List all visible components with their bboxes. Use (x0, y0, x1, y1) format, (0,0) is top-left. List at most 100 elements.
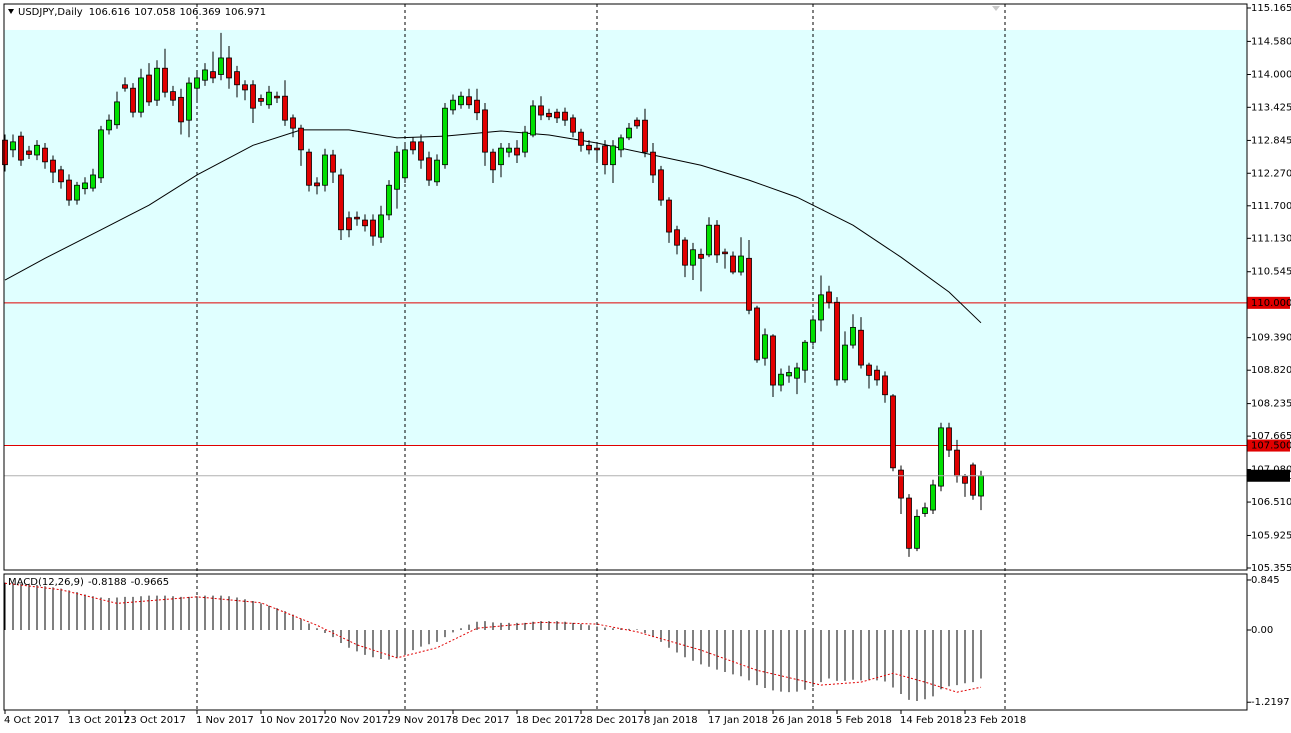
candle-body (458, 95, 464, 106)
candle-body (378, 214, 384, 238)
candle-body (818, 294, 824, 321)
candle-body (762, 334, 768, 359)
candle-body (194, 77, 200, 89)
candle-body (402, 149, 408, 179)
period-separators (196, 4, 1006, 710)
y-tick-label: 109.390 (1251, 333, 1291, 344)
candle-body (146, 74, 152, 103)
candle-body (706, 224, 712, 256)
candle-body (842, 344, 848, 381)
candle-body (570, 117, 576, 133)
candle-body (362, 219, 368, 227)
price-line-label: 110.000 (1251, 298, 1291, 309)
candle-body (442, 107, 448, 166)
header-low: 106.369 (179, 7, 220, 18)
x-tick-label: 18 Dec 2017 (516, 715, 580, 726)
x-tick-label: 17 Jan 2018 (708, 715, 768, 726)
candle-body (538, 105, 544, 116)
price-zone (4, 29, 1247, 446)
candle-body (42, 147, 48, 163)
candle-body (898, 469, 904, 499)
candle-body (514, 147, 520, 156)
price-line-label-bg (1247, 439, 1290, 452)
macd-panel-border (3, 573, 1248, 711)
current-price-label-bg (1247, 469, 1290, 482)
candle-body (274, 95, 280, 99)
candle-body (962, 475, 968, 484)
candle-body (770, 335, 776, 386)
candle-body (554, 111, 560, 119)
plot-layer: 115.165 114.580 114.000 113.425 112.845 112.2… (2, 3, 1291, 726)
y-tick-label: 112.270 (1251, 168, 1291, 179)
candle-body (970, 464, 976, 496)
x-tick-label: 4 Oct 2017 (4, 715, 59, 726)
x-tick-label: 23 Feb 2018 (964, 715, 1026, 726)
x-tick-label: 1 Nov 2017 (196, 715, 254, 726)
header-open: 106.616 (89, 7, 130, 18)
candle-body (826, 291, 832, 303)
y-tick-label: 108.235 (1251, 399, 1291, 410)
candle-body (26, 150, 32, 155)
symbol: USDJPY,Daily (18, 7, 83, 18)
candle-body (226, 57, 232, 79)
candle-body (306, 151, 312, 186)
candle-body (650, 151, 656, 176)
candle-body (2, 139, 8, 166)
y-tick-label: 105.355 (1251, 563, 1291, 574)
candle-body (474, 99, 480, 114)
candle-body (890, 395, 896, 469)
price-line-label-bg (1247, 296, 1290, 309)
candle-body (690, 249, 696, 266)
scroll-marker (992, 6, 1000, 11)
candle-body (314, 182, 320, 187)
candle-body (498, 147, 504, 166)
menu-triangle (8, 9, 14, 14)
candle-body (642, 119, 648, 153)
candle-body (346, 217, 352, 231)
candle-body (330, 154, 336, 173)
candle-body (562, 111, 568, 121)
candle-body (578, 131, 584, 146)
price-line-label: 107.500 (1251, 441, 1291, 452)
current-price-label: 106.971 (1251, 471, 1291, 482)
x-tick-label: 13 Oct 2017 (68, 715, 130, 726)
candle-body (282, 95, 288, 121)
candle-body (594, 147, 600, 151)
candle-body (98, 129, 104, 179)
candle-body (802, 341, 808, 371)
candle-body (466, 96, 472, 106)
chart-header: USDJPY,Daily 106.616 107.058 106.369 106.971 (18, 7, 266, 18)
candle-body (882, 375, 888, 396)
x-tick-label: 10 Nov 2017 (260, 715, 324, 726)
y-tick-label: -1.2197 (1251, 697, 1290, 708)
candle-body (242, 84, 248, 91)
candle-body (930, 484, 936, 511)
x-tick-label: 26 Jan 2018 (772, 715, 832, 726)
x-tick-label: 5 Feb 2018 (836, 715, 892, 726)
candle-body (66, 179, 72, 201)
y-tick-label: 0.00 (1251, 625, 1273, 636)
candle-body (610, 145, 616, 166)
y-tick-label: 114.000 (1251, 70, 1291, 81)
candle-body (410, 141, 416, 151)
candle-body (490, 151, 496, 171)
candle-body (906, 497, 912, 549)
candle-body (170, 91, 176, 101)
candle-body (754, 307, 760, 361)
candle-body (234, 71, 240, 86)
y-tick-label: 110.545 (1251, 267, 1291, 278)
signal-value: -0.9665 (131, 577, 170, 588)
candle-body (914, 515, 920, 549)
x-tick-label: 29 Nov 2017 (388, 715, 452, 726)
candle-body (938, 427, 944, 487)
candle-body (426, 157, 432, 181)
candle-body (138, 77, 144, 113)
candle-body (34, 144, 40, 156)
candle-body (154, 67, 160, 101)
candle-body (418, 141, 424, 161)
candle-body (506, 147, 512, 153)
candle-body (178, 96, 184, 123)
candle-body (10, 141, 16, 151)
y-tick-label: 114.580 (1251, 36, 1291, 47)
